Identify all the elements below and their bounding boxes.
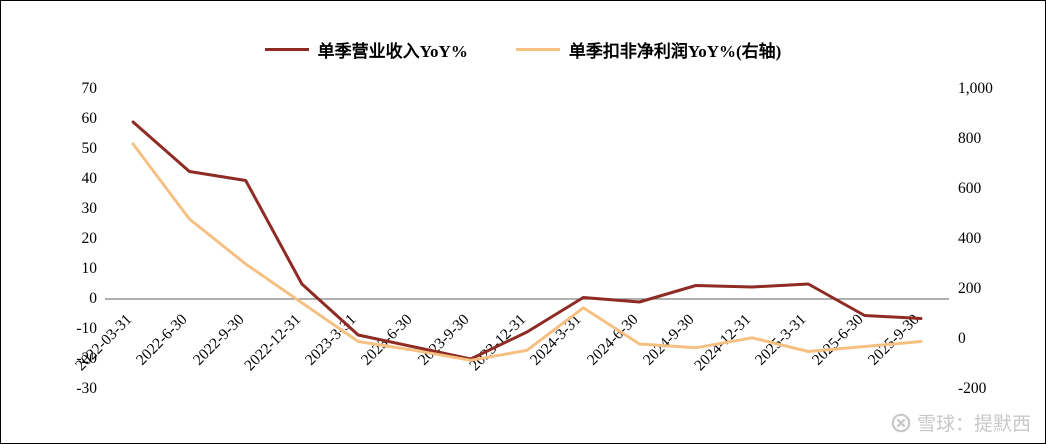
x-axis-tick-label: 2023-3-31 [302, 311, 361, 369]
right-axis-tick-label: 200 [958, 280, 982, 297]
right-axis-tick-label: 800 [958, 130, 982, 147]
right-axis-tick-label: -200 [958, 380, 987, 397]
legend-line-swatch [264, 48, 309, 51]
x-axis-tick-label: 2023-9-30 [415, 311, 474, 369]
x-axis-tick-label: 2022-6-30 [133, 311, 192, 369]
legend-label: 单季营业收入YoY% [317, 42, 468, 61]
left-axis-tick-label: 10 [81, 260, 98, 277]
left-axis-tick-label: -10 [76, 320, 97, 337]
x-axis-tick-label: 2024-3-31 [527, 311, 586, 369]
right-axis-tick-label: 400 [958, 230, 982, 247]
left-axis-tick-label: -30 [76, 380, 97, 397]
x-axis-tick-label: 2024-12-31 [690, 311, 755, 375]
legend-item-left-axis-series: 单季营业收入YoY% [264, 37, 468, 62]
left-axis-tick-label: 50 [81, 140, 98, 157]
left-axis-tick-label: -20 [76, 350, 97, 367]
x-axis-tick-label: 2022-12-31 [240, 311, 305, 375]
left-axis-tick-label: 0 [89, 290, 97, 307]
left-axis-tick-label: 70 [81, 80, 98, 97]
x-axis-tick-label: 2025-9-30 [865, 311, 924, 369]
legend-label: 单季扣非净利润YoY%(右轴) [568, 42, 782, 61]
right-axis-tick-label: 600 [958, 180, 982, 197]
x-axis-tick-label: 2024-9-30 [640, 311, 699, 369]
legend-line-swatch [515, 48, 560, 51]
watermark: 雪球：提默西 [891, 409, 1031, 436]
left-axis-tick-label: 40 [81, 170, 98, 187]
right-axis-tick-label: 1,000 [958, 80, 993, 97]
watermark-text: 雪球：提默西 [916, 414, 1031, 435]
legend: 单季营业收入YoY% 单季扣非净利润YoY%(右轴) [1, 37, 1045, 62]
xueqiu-logo-icon [891, 413, 911, 433]
x-axis-tick-label: 2022-9-30 [190, 311, 249, 369]
x-axis-tick-label: 2024-6-30 [584, 311, 643, 369]
x-axis-tick-label: 2025-6-30 [809, 311, 868, 369]
left-axis-tick-label: 60 [81, 110, 98, 127]
left-axis-tick-label: 20 [81, 230, 98, 247]
x-axis-tick-label: 2023-12-31 [465, 311, 530, 375]
legend-item-right-axis-series: 单季扣非净利润YoY%(右轴) [515, 37, 782, 62]
x-axis-tick-label: 2023-6-30 [358, 311, 417, 369]
left-axis-tick-label: 30 [81, 200, 98, 217]
right-axis-tick-label: 0 [958, 330, 966, 347]
x-axis-tick-label: 2025-3-31 [752, 311, 811, 369]
